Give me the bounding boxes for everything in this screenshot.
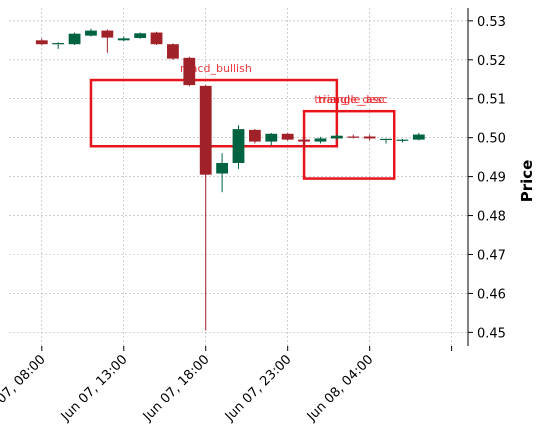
y-tick-label: 0.47 xyxy=(477,248,506,263)
y-tick-label: 0.45 xyxy=(477,326,506,341)
axis-layer: 0.45 0.46 0.47 0.48 0.49 0.50 0.51 0.52 0.53 Jun … xyxy=(0,8,506,425)
candle-body xyxy=(412,134,425,140)
pattern-label: macd_bullish xyxy=(180,62,252,75)
candle-body xyxy=(101,30,114,38)
candle-body xyxy=(363,136,376,139)
candle-body xyxy=(167,44,179,59)
candle-body xyxy=(199,85,212,175)
candle-body xyxy=(85,30,97,36)
pattern-label: triangle_asc xyxy=(318,93,384,106)
candle-body xyxy=(216,162,229,174)
candle-body xyxy=(380,138,392,141)
candle-body xyxy=(347,136,360,138)
y-axis-label: Price xyxy=(518,160,536,203)
candle-body xyxy=(298,139,310,142)
candle-body xyxy=(52,43,65,45)
candle-body xyxy=(265,133,278,142)
y-tick-label: 0.53 xyxy=(477,15,506,30)
candle-body xyxy=(330,135,343,139)
x-tick-label: Jun 08, 04:00 xyxy=(304,352,377,425)
candle-body xyxy=(150,32,163,45)
x-tick-label: Jun 07, 08:00 xyxy=(0,352,49,425)
candle-body xyxy=(281,133,294,140)
candle-body xyxy=(314,138,327,142)
x-tick-label: Jun 07, 13:00 xyxy=(58,352,131,425)
x-tick-label: Jun 07, 23:00 xyxy=(222,352,295,425)
pattern-label: triangle_desc xyxy=(314,93,387,106)
y-tick-label: 0.51 xyxy=(477,93,506,108)
y-tick-label: 0.49 xyxy=(477,171,506,186)
y-tick-label: 0.52 xyxy=(477,54,506,69)
x-tick-label: Jun 07, 18:00 xyxy=(140,352,213,425)
candle-layer xyxy=(35,28,425,331)
pattern-box xyxy=(302,109,396,180)
candle-body xyxy=(396,139,409,141)
grid-layer xyxy=(9,8,468,346)
candle-body xyxy=(248,129,261,142)
y-tick-label: 0.46 xyxy=(477,287,506,302)
candle-body xyxy=(183,57,196,86)
candle-body xyxy=(68,33,81,45)
y-tick-label: 0.50 xyxy=(477,132,506,147)
candle-body xyxy=(117,38,130,41)
candle-body xyxy=(134,33,147,38)
candle-body xyxy=(232,129,245,163)
pattern-box xyxy=(89,78,339,148)
candle-body xyxy=(35,40,48,45)
y-tick-label: 0.48 xyxy=(477,210,506,225)
